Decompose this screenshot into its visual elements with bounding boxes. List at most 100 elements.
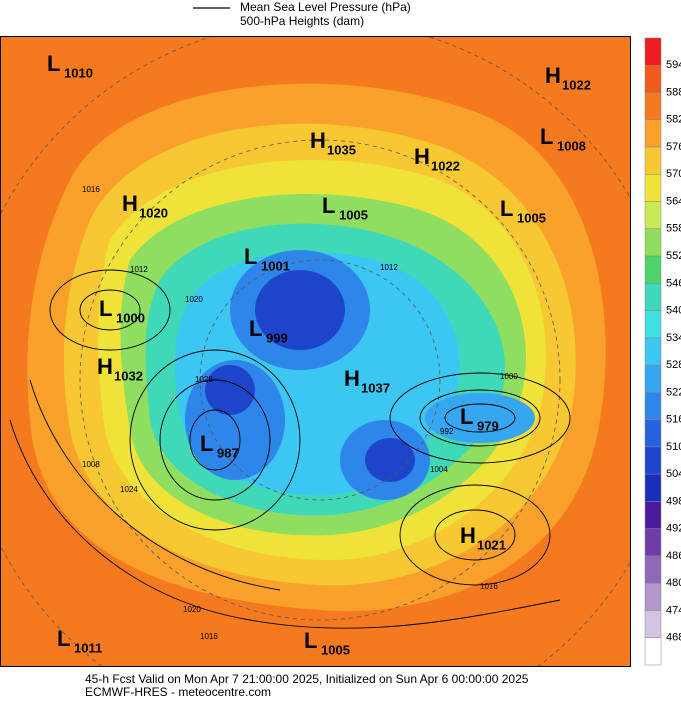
map-frame bbox=[0, 36, 631, 667]
colorbar-label: 468 bbox=[666, 632, 681, 644]
colorbar-label: 582 bbox=[666, 114, 681, 126]
center-value: 1022 bbox=[431, 158, 460, 173]
center-letter: L bbox=[99, 296, 112, 321]
colorbar-label: 546 bbox=[666, 277, 681, 289]
center-letter: L bbox=[57, 626, 70, 651]
center-letter: L bbox=[200, 431, 213, 456]
isobar-label: 1016 bbox=[82, 185, 100, 194]
legend-text: 500-hPa Heights (dam) bbox=[240, 14, 364, 28]
legend-text: Mean Sea Level Pressure (hPa) bbox=[240, 0, 411, 14]
center-letter: L bbox=[47, 51, 60, 76]
center-letter: H bbox=[97, 354, 113, 379]
isobar-label: 1012 bbox=[380, 263, 398, 272]
center-value: 1022 bbox=[562, 77, 591, 92]
colorbar-label: 528 bbox=[666, 359, 681, 371]
colorbar-cell bbox=[644, 119, 662, 148]
colorbar-label: 498 bbox=[666, 495, 681, 507]
isobar-label: 1020 bbox=[183, 605, 201, 614]
center-letter: H bbox=[344, 366, 360, 391]
isobar-label: 1008 bbox=[82, 460, 100, 469]
center-value: 1035 bbox=[327, 142, 356, 157]
colorbar-cell bbox=[644, 610, 662, 638]
isobar-label: 1020 bbox=[185, 295, 203, 304]
colorbar-label: 474 bbox=[666, 604, 681, 616]
colorbar-cell bbox=[644, 501, 662, 529]
center-letter: H bbox=[545, 63, 561, 88]
center-letter: L bbox=[460, 404, 473, 429]
center-value: 1010 bbox=[64, 65, 93, 80]
isobar-label: 1016 bbox=[480, 582, 498, 591]
colorbar-label: 534 bbox=[666, 332, 681, 344]
center-value: 1005 bbox=[339, 207, 368, 222]
colorbar-label: 558 bbox=[666, 223, 681, 235]
map bbox=[0, 36, 630, 666]
colorbar-label: 576 bbox=[666, 141, 681, 153]
colorbar-label: 516 bbox=[666, 414, 681, 426]
center-letter: L bbox=[244, 244, 257, 269]
center-letter: L bbox=[500, 196, 513, 221]
colorbar-label: 594 bbox=[666, 59, 681, 71]
center-value: 987 bbox=[217, 445, 239, 460]
center-value: 1005 bbox=[321, 642, 350, 657]
center-value: 1000 bbox=[116, 310, 145, 325]
isobar-label: 1004 bbox=[430, 465, 448, 474]
colorbar-cell bbox=[644, 582, 662, 611]
colorbar-label: 486 bbox=[666, 550, 681, 562]
colorbar-cell bbox=[644, 283, 662, 311]
center-letter: L bbox=[540, 124, 553, 149]
center-value: 1005 bbox=[517, 210, 546, 225]
center-letter: H bbox=[310, 128, 326, 153]
colorbar-cell bbox=[644, 473, 662, 502]
colorbar-cell bbox=[644, 201, 662, 230]
colorbar-cell bbox=[644, 419, 662, 448]
center-letter: L bbox=[249, 316, 262, 341]
center-value: 1021 bbox=[477, 537, 506, 552]
footer-text: 45-h Fcst Valid on Mon Apr 7 21:00:00 20… bbox=[85, 672, 529, 686]
colorbar-label: 480 bbox=[666, 577, 681, 589]
colorbar-label: 564 bbox=[666, 195, 681, 207]
colorbar-cell bbox=[644, 65, 662, 93]
colorbar-label: 510 bbox=[666, 441, 681, 453]
colorbar-cell bbox=[644, 146, 662, 175]
colorbar-cell bbox=[644, 37, 662, 66]
colorbar-cell bbox=[644, 528, 662, 557]
colorbar-cell bbox=[644, 174, 662, 202]
colorbar-label: 588 bbox=[666, 86, 681, 98]
colorbar-label: 552 bbox=[666, 250, 681, 262]
center-letter: H bbox=[414, 144, 430, 169]
colorbar-cell bbox=[644, 555, 662, 584]
colorbar-label: 540 bbox=[666, 305, 681, 317]
colorbar-cell bbox=[644, 364, 662, 393]
center-value: 1020 bbox=[139, 205, 168, 220]
isobar-label: 1016 bbox=[200, 632, 218, 641]
isobar-label: 1028 bbox=[195, 375, 213, 384]
isobar-label: 1000 bbox=[500, 372, 518, 381]
center-value: 1037 bbox=[361, 380, 390, 395]
center-value: 1032 bbox=[114, 368, 143, 383]
colorbar-cell bbox=[644, 337, 662, 366]
isobar-label: 992 bbox=[440, 427, 454, 436]
center-value: 1008 bbox=[557, 138, 586, 153]
colorbar-cell bbox=[644, 228, 662, 257]
isobar-label: 1024 bbox=[120, 485, 138, 494]
colorbar-label: 522 bbox=[666, 386, 681, 398]
colorbar-cell bbox=[644, 255, 662, 284]
footer-text: ECMWF-HRES - meteocentre.com bbox=[85, 685, 271, 699]
colorbar-cell bbox=[644, 392, 662, 420]
colorbar-label: 570 bbox=[666, 168, 681, 180]
center-letter: L bbox=[322, 193, 335, 218]
center-letter: H bbox=[460, 523, 476, 548]
colorbar-cell bbox=[644, 446, 662, 475]
center-letter: L bbox=[304, 628, 317, 653]
isobar-label: 1012 bbox=[130, 265, 148, 274]
colorbar-cell bbox=[644, 637, 662, 666]
center-value: 979 bbox=[477, 418, 499, 433]
colorbar-cell bbox=[644, 310, 662, 339]
center-value: 1011 bbox=[74, 640, 102, 655]
colorbar-cell bbox=[644, 92, 662, 121]
colorbar-label: 504 bbox=[666, 468, 681, 480]
colorbar-label: 492 bbox=[666, 523, 681, 535]
center-value: 1001 bbox=[261, 258, 290, 273]
center-value: 999 bbox=[266, 330, 288, 345]
